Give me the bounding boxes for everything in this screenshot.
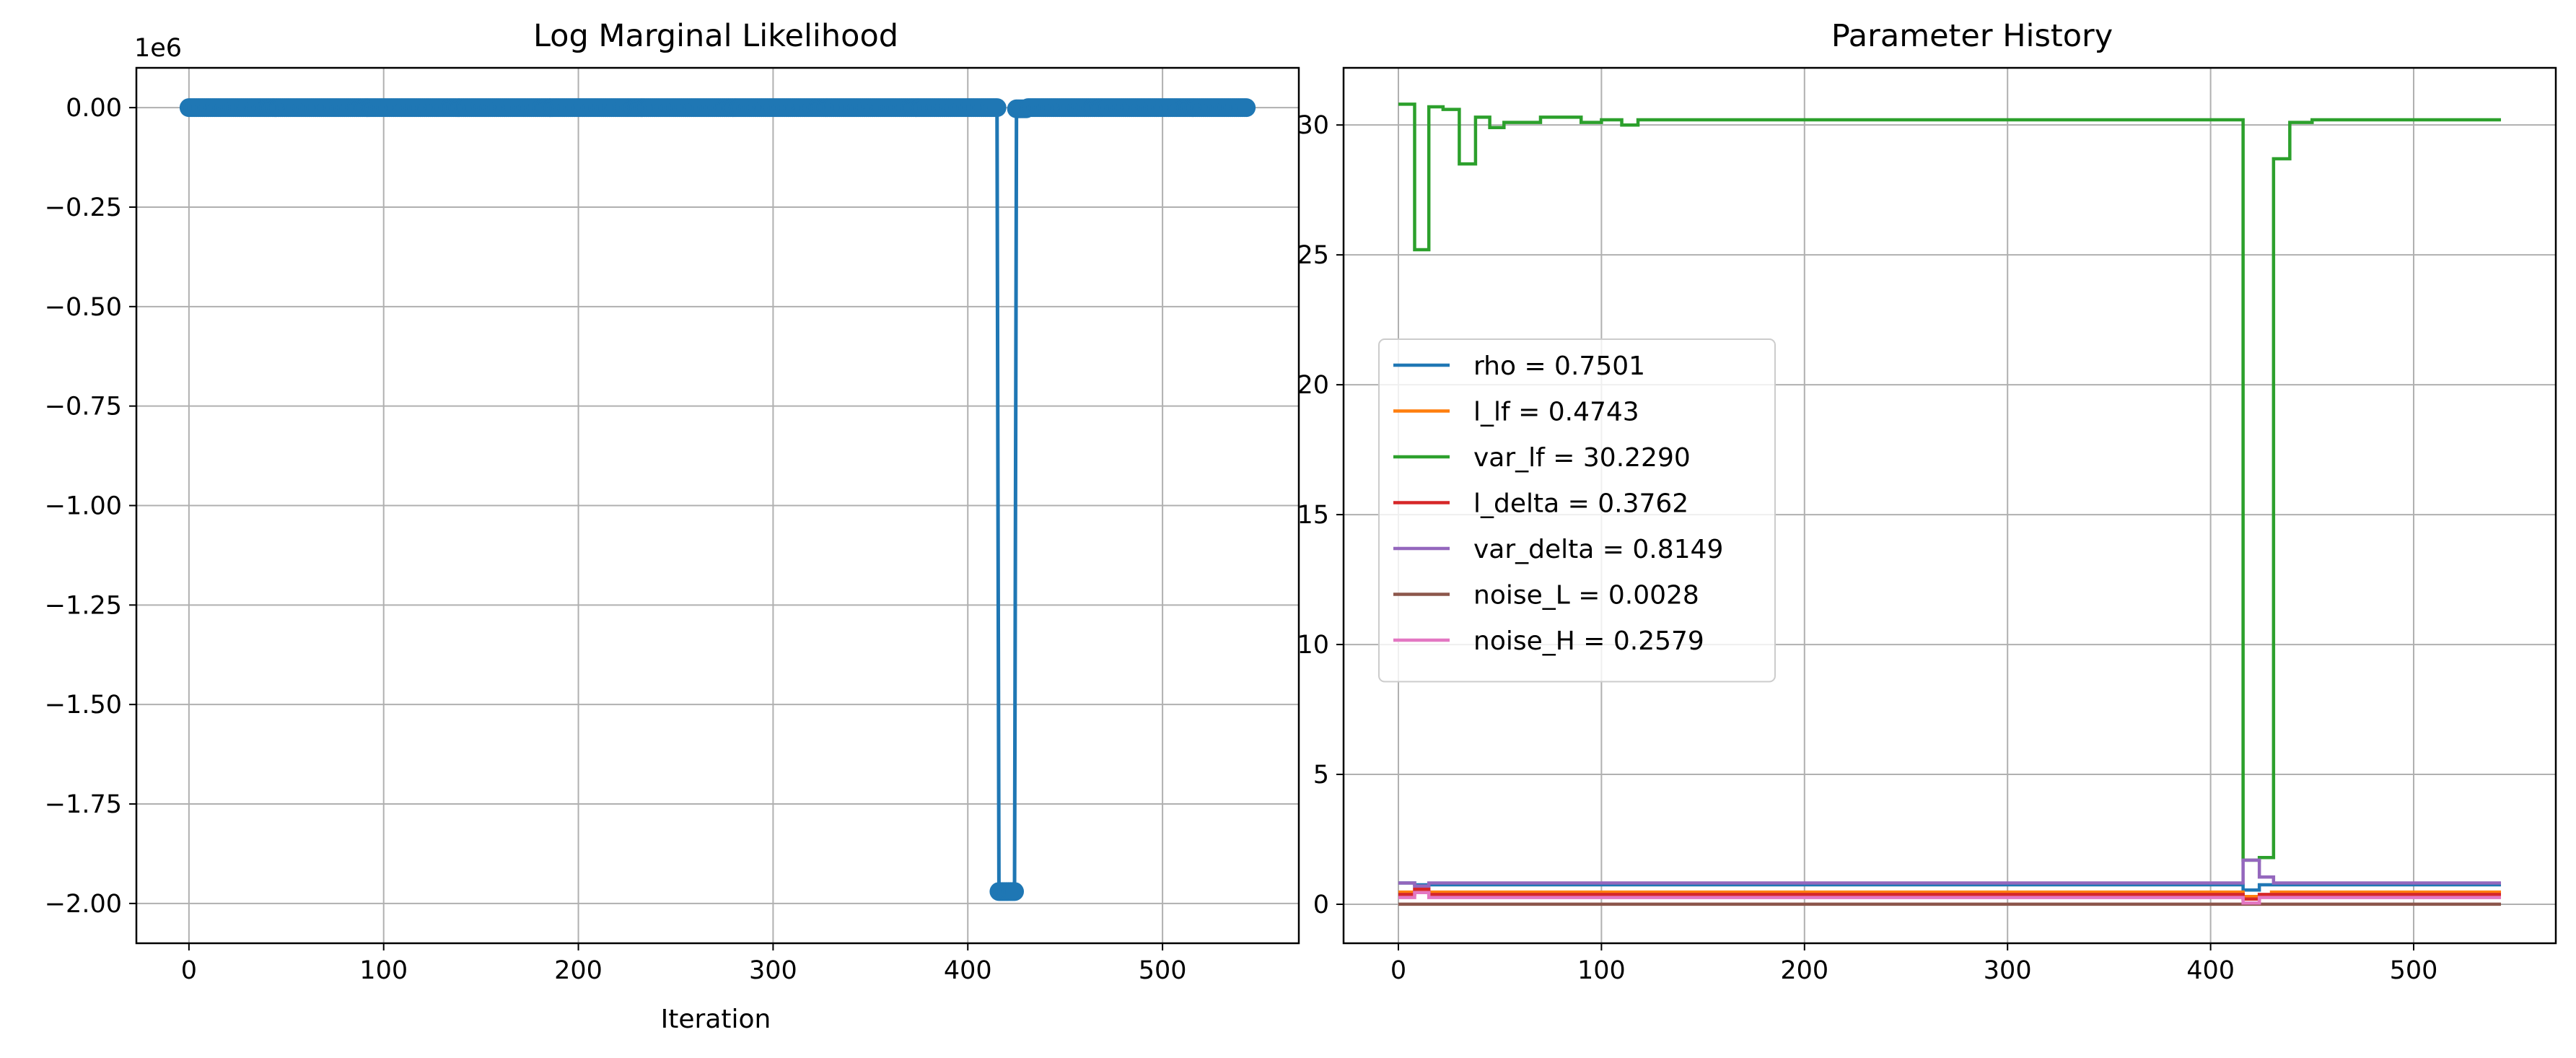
left-plot-frame [135, 66, 1300, 945]
series-line-6 [1398, 891, 2502, 905]
right-x-tick-label: 300 [1984, 956, 2032, 985]
left-x-tick-label: 200 [554, 956, 603, 985]
left-x-axis-label: Iteration [661, 1005, 771, 1034]
left-x-tick-label: 0 [181, 956, 197, 985]
right-y-tick-label: 15 [1297, 501, 1329, 530]
right-y-tick-label: 5 [1313, 761, 1329, 790]
legend: rho = 0.7501 l_lf = 0.4743 var_lf = 30.229… [1378, 338, 1776, 683]
series-line-4 [1398, 858, 2502, 888]
legend-label-4: var_delta = 0.8149 [1473, 535, 1723, 564]
right-x-tick-label: 500 [2390, 956, 2438, 985]
left-x-tick-label: 500 [1139, 956, 1187, 985]
right-plot-area [1398, 102, 2502, 906]
right-chart-title: Parameter History [1831, 18, 2113, 54]
right-y-tick-label: 20 [1297, 371, 1329, 400]
left-y-tick-label: −1.25 [45, 591, 122, 620]
left-plot-area [179, 98, 1256, 901]
left-chart-title: Log Marginal Likelihood [533, 18, 898, 54]
left-y-tick-label: −0.75 [45, 393, 122, 421]
legend-label-3: l_delta = 0.3762 [1473, 489, 1688, 519]
left-y-tick-label: −0.25 [45, 193, 122, 222]
right-y-tick-label: 10 [1297, 631, 1329, 660]
likelihood-point [987, 98, 1007, 118]
series-line-1 [1398, 890, 2502, 899]
left-y-tick-label: −2.00 [45, 890, 122, 919]
legend-label-5: noise_L = 0.0028 [1473, 581, 1699, 611]
right-x-tick-label: 100 [1577, 956, 1626, 985]
right-x-tick-label: 200 [1780, 956, 1828, 985]
legend-box [1378, 338, 1776, 683]
legend-label-1: l_lf = 0.4743 [1473, 398, 1639, 427]
right-plot-frame [1342, 66, 2557, 945]
left-y-tick-label: −1.00 [45, 492, 122, 521]
likelihood-line [188, 105, 1247, 893]
parameter-history-panel: Parameter History 0 100 200 300 400 500 0 5 10 15… [1297, 18, 2557, 985]
right-x-tick-label: 400 [2186, 956, 2235, 985]
right-x-tick-label: 0 [1390, 956, 1406, 985]
likelihood-point [1237, 98, 1256, 118]
left-x-tick-label: 100 [359, 956, 408, 985]
left-grid [136, 68, 1299, 943]
right-y-tick-label: 30 [1297, 111, 1329, 140]
left-x-tick-label: 400 [944, 956, 992, 985]
left-y-scale-label: 1e6 [134, 34, 182, 63]
right-y-tick-label: 0 [1313, 891, 1329, 919]
left-y-tick-label: −1.75 [45, 790, 122, 819]
right-y-tick-label: 25 [1297, 241, 1329, 270]
legend-label-2: var_lf = 30.2290 [1473, 443, 1691, 473]
series-line-2 [1398, 102, 2502, 862]
right-ticks: 0 100 200 300 400 500 0 5 10 15 20 25 30 [1297, 111, 2437, 985]
legend-label-0: rho = 0.7501 [1473, 351, 1645, 381]
left-y-tick-label: −1.50 [45, 691, 122, 720]
legend-label-6: noise_H = 0.2579 [1473, 626, 1704, 656]
left-y-tick-label: −0.50 [45, 293, 122, 322]
left-y-tick-label: 0.00 [66, 94, 122, 123]
left-x-tick-label: 300 [749, 956, 797, 985]
likelihood-point [1005, 882, 1025, 901]
left-ticks: 0 100 200 300 400 500 0.00 −0.25 −0.50 −0.75 −1.00… [45, 94, 1187, 985]
log-likelihood-panel: Log Marginal Likelihood Iteration 1e6 0 1… [45, 18, 1300, 1034]
